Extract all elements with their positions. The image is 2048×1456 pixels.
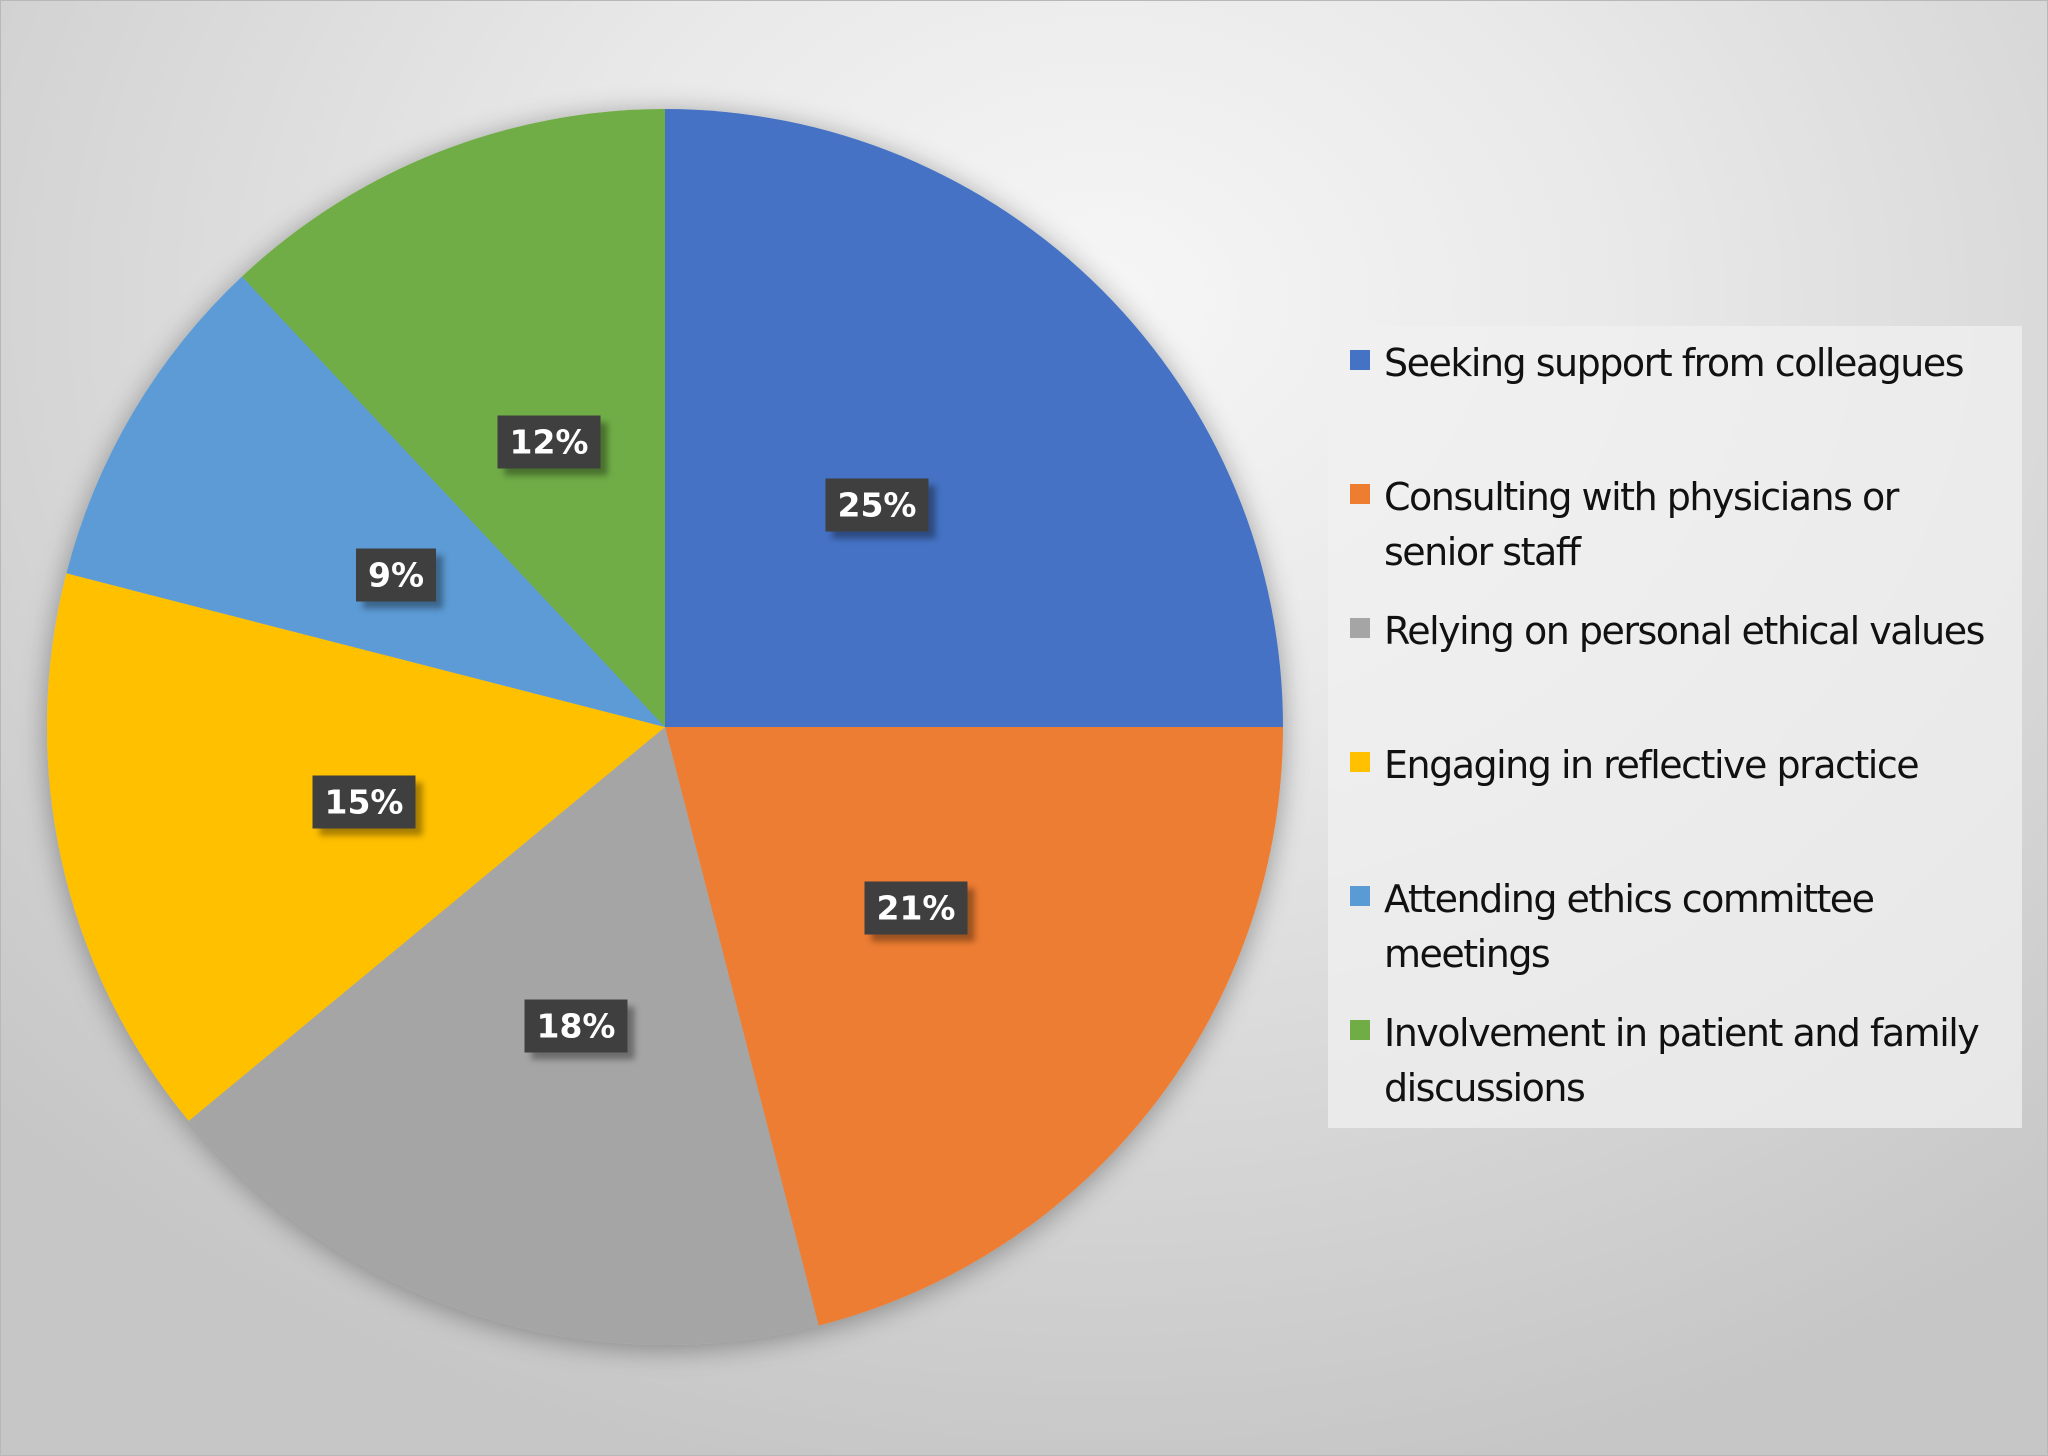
data-label-ethics-committee: 9% bbox=[355, 548, 437, 602]
legend-item-consulting: Consulting with physicians or senior sta… bbox=[1350, 470, 1944, 580]
legend-label: Engaging in reflective practice bbox=[1384, 743, 1920, 787]
legend-item-reflective-practice: Engaging in reflective practice bbox=[1350, 738, 2024, 793]
data-label-seeking-support: 25% bbox=[825, 478, 929, 532]
slice-reflective-practice bbox=[46, 573, 665, 1121]
legend-swatch-green bbox=[1350, 1020, 1370, 1040]
legend-label: Relying on personal ethical values bbox=[1384, 609, 1985, 653]
legend-swatch-light-blue bbox=[1350, 886, 1370, 906]
data-label-patient-family: 12% bbox=[497, 415, 601, 469]
legend-item-seeking-support: Seeking support from colleagues bbox=[1350, 336, 2024, 391]
data-label-reflective-practice: 15% bbox=[312, 775, 416, 829]
slice-consulting bbox=[665, 727, 1283, 1326]
legend: Seeking support from colleagues Consulti… bbox=[1328, 326, 2022, 1128]
legend-label: Seeking support from colleagues bbox=[1384, 341, 1965, 385]
legend-item-patient-family: Involvement in patient and family discus… bbox=[1350, 1006, 2024, 1116]
legend-item-personal-values: Relying on personal ethical values bbox=[1350, 604, 2024, 659]
legend-label: Involvement in patient and family discus… bbox=[1384, 1011, 1980, 1110]
slice-seeking-support bbox=[665, 109, 1283, 727]
legend-swatch-yellow bbox=[1350, 752, 1370, 772]
legend-label: Consulting with physicians or senior sta… bbox=[1384, 475, 1899, 574]
legend-swatch-gray bbox=[1350, 618, 1370, 638]
data-label-personal-values: 18% bbox=[524, 999, 628, 1053]
slice-personal-values bbox=[188, 727, 819, 1345]
legend-item-ethics-committee: Attending ethics committee meetings bbox=[1350, 872, 1924, 982]
slice-ethics-committee bbox=[66, 276, 666, 727]
slice-patient-family bbox=[241, 109, 665, 727]
data-label-consulting: 21% bbox=[864, 881, 968, 935]
legend-label: Attending ethics committee meetings bbox=[1384, 877, 1875, 976]
legend-swatch-blue bbox=[1350, 350, 1370, 370]
legend-swatch-orange bbox=[1350, 484, 1370, 504]
